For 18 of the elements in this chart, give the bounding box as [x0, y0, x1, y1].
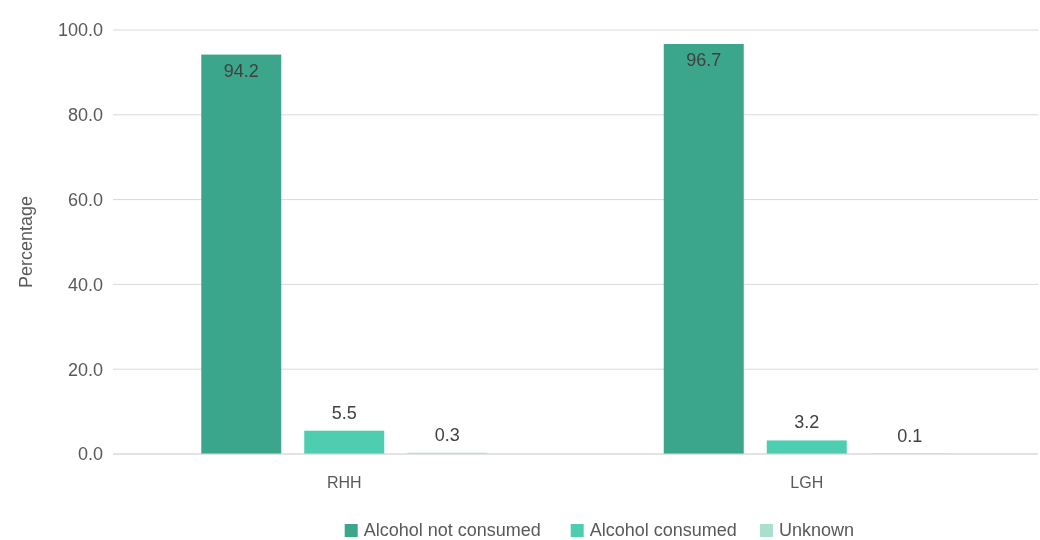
y-tick-label: 80.0: [67, 105, 103, 126]
y-tick-label: 20.0: [67, 359, 103, 380]
data-label: 5.5: [331, 402, 357, 423]
data-label: 96.7: [686, 49, 722, 70]
legend-label: Alcohol consumed: [589, 520, 737, 540]
y-tick-label: 100.0: [57, 20, 103, 41]
data-label: 0.1: [897, 425, 923, 446]
data-label: 3.2: [794, 412, 820, 433]
x-tick-label: RHH: [326, 474, 362, 491]
y-tick-label: 40.0: [67, 274, 103, 295]
legend-label: Alcohol not consumed: [363, 520, 541, 540]
y-axis-title: Percentage: [16, 195, 36, 289]
y-tick-label: 0.0: [77, 444, 103, 465]
x-tick-label: LGH: [790, 474, 824, 491]
data-label: 0.3: [434, 424, 460, 445]
y-tick-label: 60.0: [67, 189, 103, 210]
legend-label: Unknown: [778, 520, 854, 540]
data-label: 94.2: [223, 60, 259, 81]
